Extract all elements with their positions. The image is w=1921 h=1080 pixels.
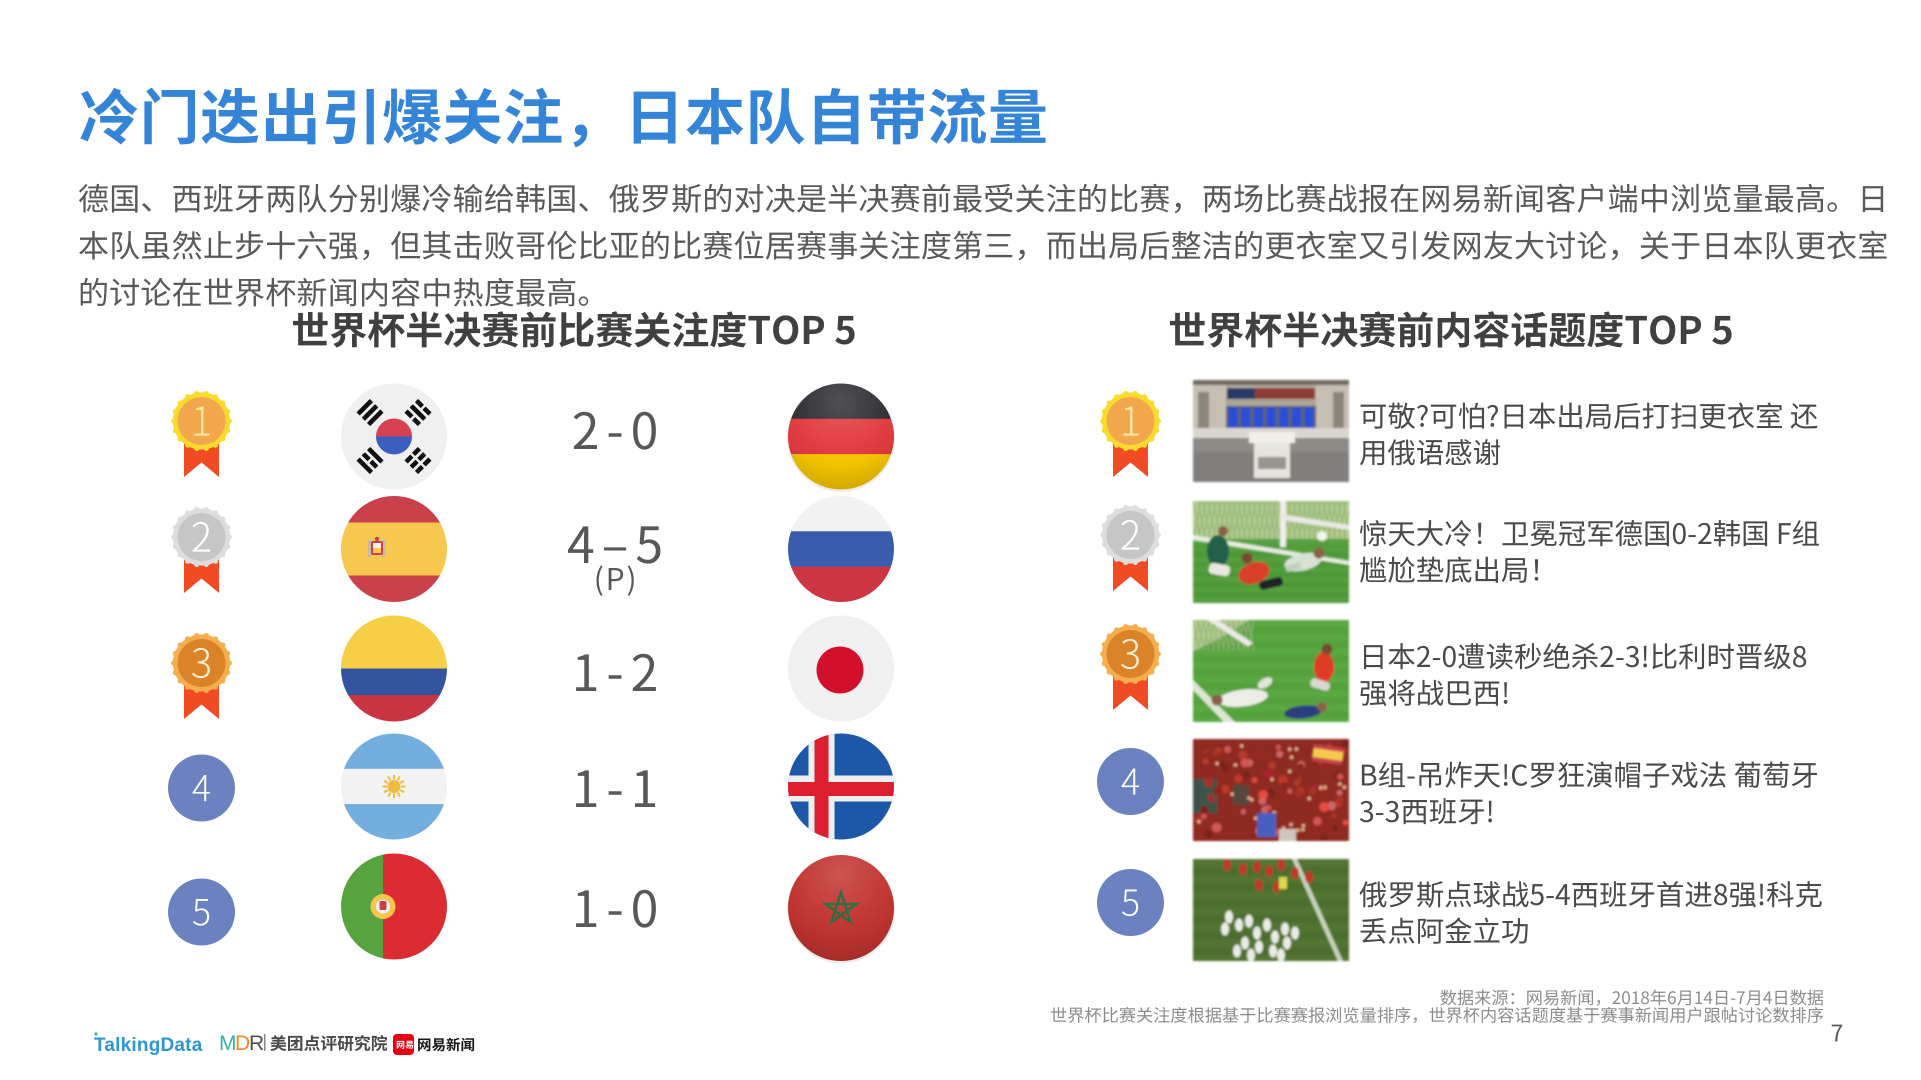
svg-text:D: D [235, 1032, 250, 1055]
svg-text:TalkingData: TalkingData [94, 1035, 203, 1056]
svg-text:M: M [219, 1032, 237, 1055]
svg-text:R: R [249, 1032, 264, 1055]
